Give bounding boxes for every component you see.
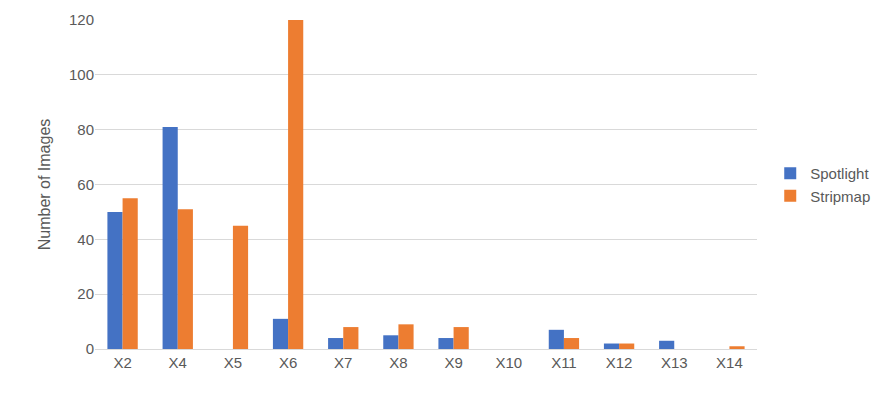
- svg-text:Number of Images: Number of Images: [36, 119, 53, 251]
- svg-text:X7: X7: [334, 354, 352, 371]
- svg-text:80: 80: [77, 121, 94, 138]
- svg-text:Stripmap: Stripmap: [810, 188, 870, 205]
- svg-text:X13: X13: [661, 354, 688, 371]
- svg-text:40: 40: [77, 231, 94, 248]
- svg-text:X4: X4: [169, 354, 187, 371]
- svg-text:X2: X2: [113, 354, 131, 371]
- svg-text:20: 20: [77, 285, 94, 302]
- svg-text:100: 100: [69, 66, 94, 83]
- svg-text:0: 0: [86, 340, 94, 357]
- svg-text:X10: X10: [495, 354, 522, 371]
- svg-text:X5: X5: [224, 354, 242, 371]
- svg-text:Spotlight: Spotlight: [810, 165, 869, 182]
- svg-text:X8: X8: [389, 354, 407, 371]
- svg-text:120: 120: [69, 11, 94, 28]
- svg-text:X11: X11: [551, 354, 577, 371]
- svg-text:X14: X14: [716, 354, 743, 371]
- svg-text:X9: X9: [444, 354, 462, 371]
- svg-text:X6: X6: [279, 354, 297, 371]
- svg-text:X12: X12: [606, 354, 633, 371]
- svg-text:60: 60: [77, 176, 94, 193]
